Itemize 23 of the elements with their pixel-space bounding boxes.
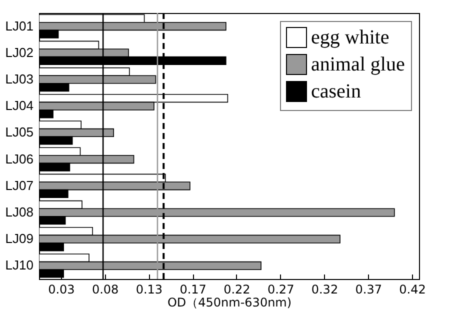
x-tick-label: 0.08 [92,282,119,296]
legend-label: casein [311,80,361,102]
y-tick-label: LJ04 [5,98,34,114]
legend-label: animal glue [311,54,405,76]
x-tick-label: 0.42 [399,282,426,296]
y-tick-label: LJ09 [5,231,34,246]
legend-label: egg white [311,26,390,48]
x-tick-label: 0.17 [180,282,206,296]
x-axis-title: OD（450nm-630nm) [167,296,292,310]
y-tick-label: LJ02 [5,44,34,60]
y-tick-label: LJ10 [5,258,34,273]
y-tick-label: LJ05 [5,124,34,140]
y-tick-label: LJ07 [5,178,34,193]
y-tick-label: LJ01 [5,18,34,34]
x-tick-label: 0.13 [136,282,163,296]
x-tick-label: 0.27 [267,282,294,296]
y-tick-label: LJ03 [5,72,34,86]
y-tick-label: LJ08 [5,204,34,220]
x-tick-label: 0.32 [311,282,338,296]
y-tick-label: LJ06 [5,151,34,166]
x-tick-label: 0.37 [355,282,382,296]
x-tick-label: 0.03 [48,282,75,296]
x-tick-label: 0.22 [224,282,250,296]
